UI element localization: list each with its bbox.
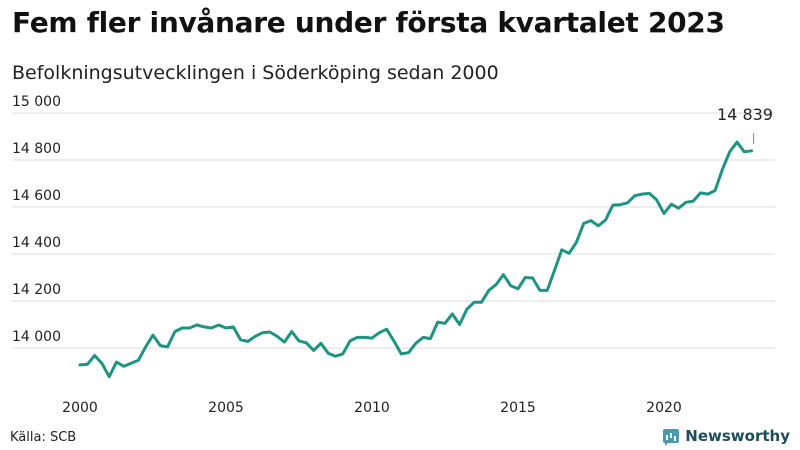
source-note: Källa: SCB	[10, 430, 77, 445]
y-tick-label: 15 000	[12, 94, 61, 110]
chart-subtitle: Befolkningsutvecklingen i Söderköping se…	[12, 62, 499, 84]
chart-title: Fem fler invånare under första kvartalet…	[12, 6, 725, 39]
chart-bubble-icon	[663, 429, 680, 446]
y-tick-label: 14 200	[12, 282, 61, 298]
y-tick-label: 14 400	[12, 235, 61, 251]
x-tick-label: 2015	[500, 400, 536, 416]
series-line	[78, 140, 754, 379]
y-tick-label: 14 600	[12, 188, 61, 204]
x-tick-label: 2005	[208, 400, 244, 416]
x-tick-label: 2020	[646, 400, 682, 416]
brand-name: Newsworthy	[685, 427, 790, 445]
x-tick-label: 2000	[62, 400, 98, 416]
x-tick-label: 2010	[354, 400, 390, 416]
y-tick-label: 14 800	[12, 141, 61, 157]
y-tick-label: 14 000	[12, 329, 61, 345]
newsworthy-logo: Newsworthy	[663, 427, 790, 446]
annotation-label: 14 839	[717, 105, 773, 124]
